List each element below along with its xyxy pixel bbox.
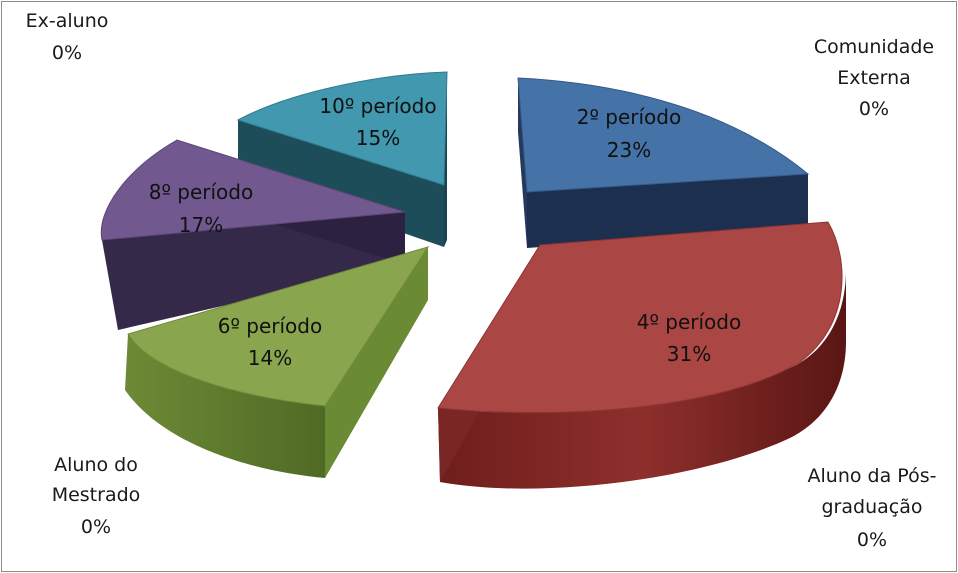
slice-8-periodo-side xyxy=(102,212,405,330)
label-mestrado-line1: Aluno do xyxy=(54,454,138,476)
label-comunidade-externa: Comunidade Externa 0% xyxy=(814,36,934,120)
label-comunidade-pct: 0% xyxy=(859,98,889,120)
slice-label-8-periodo-pct: 17% xyxy=(179,213,223,237)
label-posgrad-line2: graduação xyxy=(822,496,923,518)
slice-4-periodo-top xyxy=(437,221,843,414)
slice-8-periodo-top xyxy=(100,139,406,241)
slice-label-10-periodo: 10º período 15% xyxy=(319,94,436,150)
label-ex-aluno-pct: 0% xyxy=(52,42,82,64)
slice-4-periodo-side xyxy=(438,270,846,489)
slice-6-periodo-cut xyxy=(325,247,428,478)
slice-label-8-periodo-name: 8º período xyxy=(149,180,253,204)
slice-label-10-periodo-name: 10º período xyxy=(319,94,436,118)
slice-label-6-periodo: 6º período 14% xyxy=(218,314,322,370)
slice-2-periodo-left xyxy=(518,78,527,248)
label-aluno-mestrado: Aluno do Mestrado 0% xyxy=(52,454,141,538)
slice-4-periodo xyxy=(437,221,846,489)
slice-label-8-periodo: 8º período 17% xyxy=(149,180,253,237)
slice-label-2-periodo-name: 2º período xyxy=(577,105,681,129)
slice-2-periodo-top xyxy=(517,77,810,193)
slice-6-periodo-top xyxy=(127,246,430,407)
slice-label-10-periodo-pct: 15% xyxy=(356,126,400,150)
label-posgrad-line1: Aluno da Pós- xyxy=(808,465,937,487)
label-mestrado-line2: Mestrado xyxy=(52,484,141,506)
slice-label-2-periodo: 2º período 23% xyxy=(577,105,681,162)
slice-10-periodo-top xyxy=(236,71,448,186)
label-comunidade-line1: Comunidade xyxy=(814,36,934,58)
label-posgrad-pct: 0% xyxy=(857,529,887,551)
label-ex-aluno: Ex-aluno 0% xyxy=(26,10,109,64)
slice-6-periodo xyxy=(125,246,430,478)
slice-label-4-periodo-name: 4º período xyxy=(637,310,741,334)
slice-8-periodo xyxy=(100,139,406,330)
slice-label-2-periodo-pct: 23% xyxy=(607,138,651,162)
slice-label-4-periodo: 4º período 31% xyxy=(637,310,741,366)
slice-label-6-periodo-name: 6º período xyxy=(218,314,322,338)
label-comunidade-line2: Externa xyxy=(837,67,911,89)
label-ex-aluno-name: Ex-aluno xyxy=(26,10,109,32)
label-mestrado-pct: 0% xyxy=(81,516,111,538)
slice-label-6-periodo-pct: 14% xyxy=(248,346,292,370)
slice-2-periodo xyxy=(517,77,810,248)
label-aluno-pos-graduacao: Aluno da Pós- graduação 0% xyxy=(808,465,937,551)
slice-label-4-periodo-pct: 31% xyxy=(667,342,711,366)
